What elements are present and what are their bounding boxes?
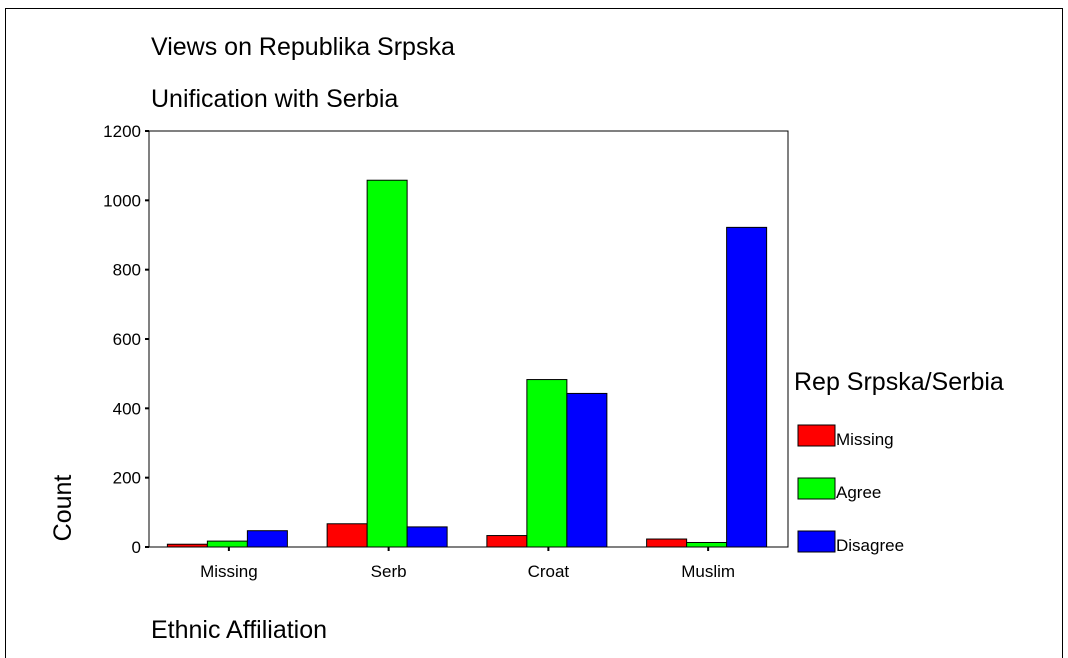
legend: Rep Srpska/Serbia Missing Agree Disagree (794, 368, 1004, 555)
bar-serb-missing (326, 523, 368, 548)
bar-serb-agree (366, 179, 408, 548)
bar-muslim-agree (686, 541, 728, 548)
y-axis-label: Count (49, 475, 77, 542)
bar-croat-disagree (566, 392, 608, 548)
bar-missing-disagree (246, 530, 288, 548)
bars (166, 179, 768, 548)
bar-croat-agree (526, 379, 568, 548)
chart-title: Views on Republika Srpska (151, 33, 455, 61)
legend-swatch-disagree (797, 530, 836, 553)
plot-area (148, 130, 789, 548)
x-tick-label-0: Missing (200, 562, 258, 581)
x-tick-label-1: Serb (371, 562, 407, 581)
legend-label-agree: Agree (836, 483, 881, 502)
y-tick-label-0: 0 (132, 538, 141, 557)
x-tick-label-3: Muslim (681, 562, 735, 581)
x-axis: Missing Serb Croat Muslim (200, 547, 735, 581)
y-tick-label-2: 400 (113, 399, 141, 418)
bar-missing-missing (166, 543, 208, 548)
bar-muslim-disagree (726, 226, 768, 548)
x-tick-label-2: Croat (528, 562, 570, 581)
bar-serb-disagree (406, 526, 448, 548)
legend-label-missing: Missing (836, 430, 894, 449)
y-axis: 0 200 400 600 800 1000 1200 (103, 122, 149, 557)
legend-swatch-missing (797, 424, 836, 447)
legend-label-disagree: Disagree (836, 536, 904, 555)
chart-frame (5, 8, 1063, 658)
y-tick-label-3: 600 (113, 330, 141, 349)
y-tick-label-1: 200 (113, 469, 141, 488)
bar-muslim-missing (646, 538, 688, 548)
legend-title: Rep Srpska/Serbia (794, 368, 1004, 396)
x-axis-label: Ethnic Affiliation (151, 616, 327, 644)
legend-swatch-agree (797, 477, 836, 500)
y-tick-label-6: 1200 (103, 122, 141, 141)
chart-subtitle: Unification with Serbia (151, 85, 398, 113)
bar-missing-agree (206, 540, 248, 548)
bar-croat-missing (486, 535, 528, 548)
y-tick-label-4: 800 (113, 261, 141, 280)
y-tick-label-5: 1000 (103, 191, 141, 210)
